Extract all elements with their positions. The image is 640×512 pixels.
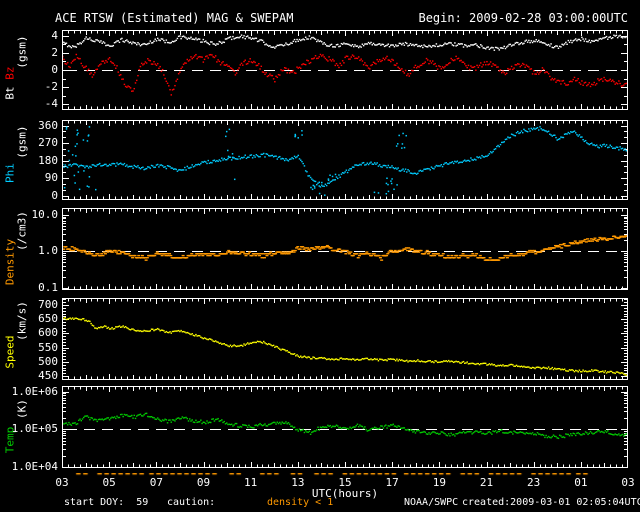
y-tick-label: 2 [51,45,58,59]
y-tick-label: 700 [38,298,58,312]
y-tick-label: 450 [38,369,58,383]
created-timestamp: created:2009-03-01 02:05:04UTC [462,497,640,508]
x-tick-label: 01 [574,476,588,489]
x-tick-label: 03 [55,476,69,489]
caution-label: caution: [167,497,216,508]
x-axis-label: UTC(hours) [311,487,379,500]
panel-temp: Temp (K) 1.0E+06 1.0E+05 1.0E+04 [0,384,640,473]
y-tick-label: 550 [38,340,58,354]
y-axis-unit-temp: (K) [15,399,29,419]
plot-title: ACE RTSW (Estimated) MAG & SWEPAM [55,11,294,25]
x-tick-label: 15 [338,476,352,489]
x-tick-label: 03 [621,476,635,489]
y-tick-label: 500 [38,354,58,368]
panel-phi: Phi (gsm) 360 270 180 90 0 [0,118,640,202]
y-tick-label: -2 [44,80,58,94]
y-tick-label: 0 [51,188,58,202]
panel-density-canvas [62,208,628,290]
agency-label: NOAA/SWPC [404,497,459,508]
panel-speed-canvas [62,298,628,380]
x-tick-label: 07 [149,476,163,489]
y-tick-label: 1.0 [38,244,58,258]
y-tick-label: 270 [38,136,58,150]
y-tick-label: 0.1 [38,280,58,294]
y-tick-label: 360 [38,118,58,132]
x-tick-label: 19 [432,476,446,489]
plot-begin-time: Begin: 2009-02-28 03:00:00UTC [418,11,628,25]
caution-marks [62,473,628,476]
y-tick-label: 1.0E+04 [11,460,58,474]
y-tick-label: 0 [51,63,58,76]
y-tick-label: -4 [44,97,58,111]
y-tick-label: 1.0E+05 [11,422,58,436]
y-tick-label: 4 [51,28,58,42]
panel-bt-bz: Bt Bz (gsm) 4 2 0 -2 -4 [0,28,640,111]
x-tick-label: 11 [244,476,258,489]
y-tick-label: 180 [38,153,58,167]
start-doy-label: start DOY: 59 [64,497,149,508]
panel-density: Density (/cm3) 10.0 1.0 0.1 [0,207,640,293]
y-tick-label: 600 [38,326,58,340]
caution-density-value: density < 1 [267,497,334,508]
panel-speed: Speed (km/s) 700 650 600 550 500 450 [0,298,640,383]
panel-temp-canvas [62,386,628,468]
y-tick-label: 650 [38,312,58,326]
x-tick-label: 05 [102,476,116,489]
panel-bt-bz-canvas [62,30,628,110]
x-tick-label: 23 [527,476,541,489]
x-tick-label: 21 [479,476,494,489]
x-tick-label: 17 [385,476,399,489]
panel-phi-canvas [62,120,628,200]
x-tick-label: 09 [196,476,211,489]
x-tick-label: 13 [291,476,305,489]
y-tick-label: 90 [44,171,58,185]
y-tick-label: 1.0E+06 [11,384,58,398]
y-tick-label: 10.0 [31,207,59,221]
